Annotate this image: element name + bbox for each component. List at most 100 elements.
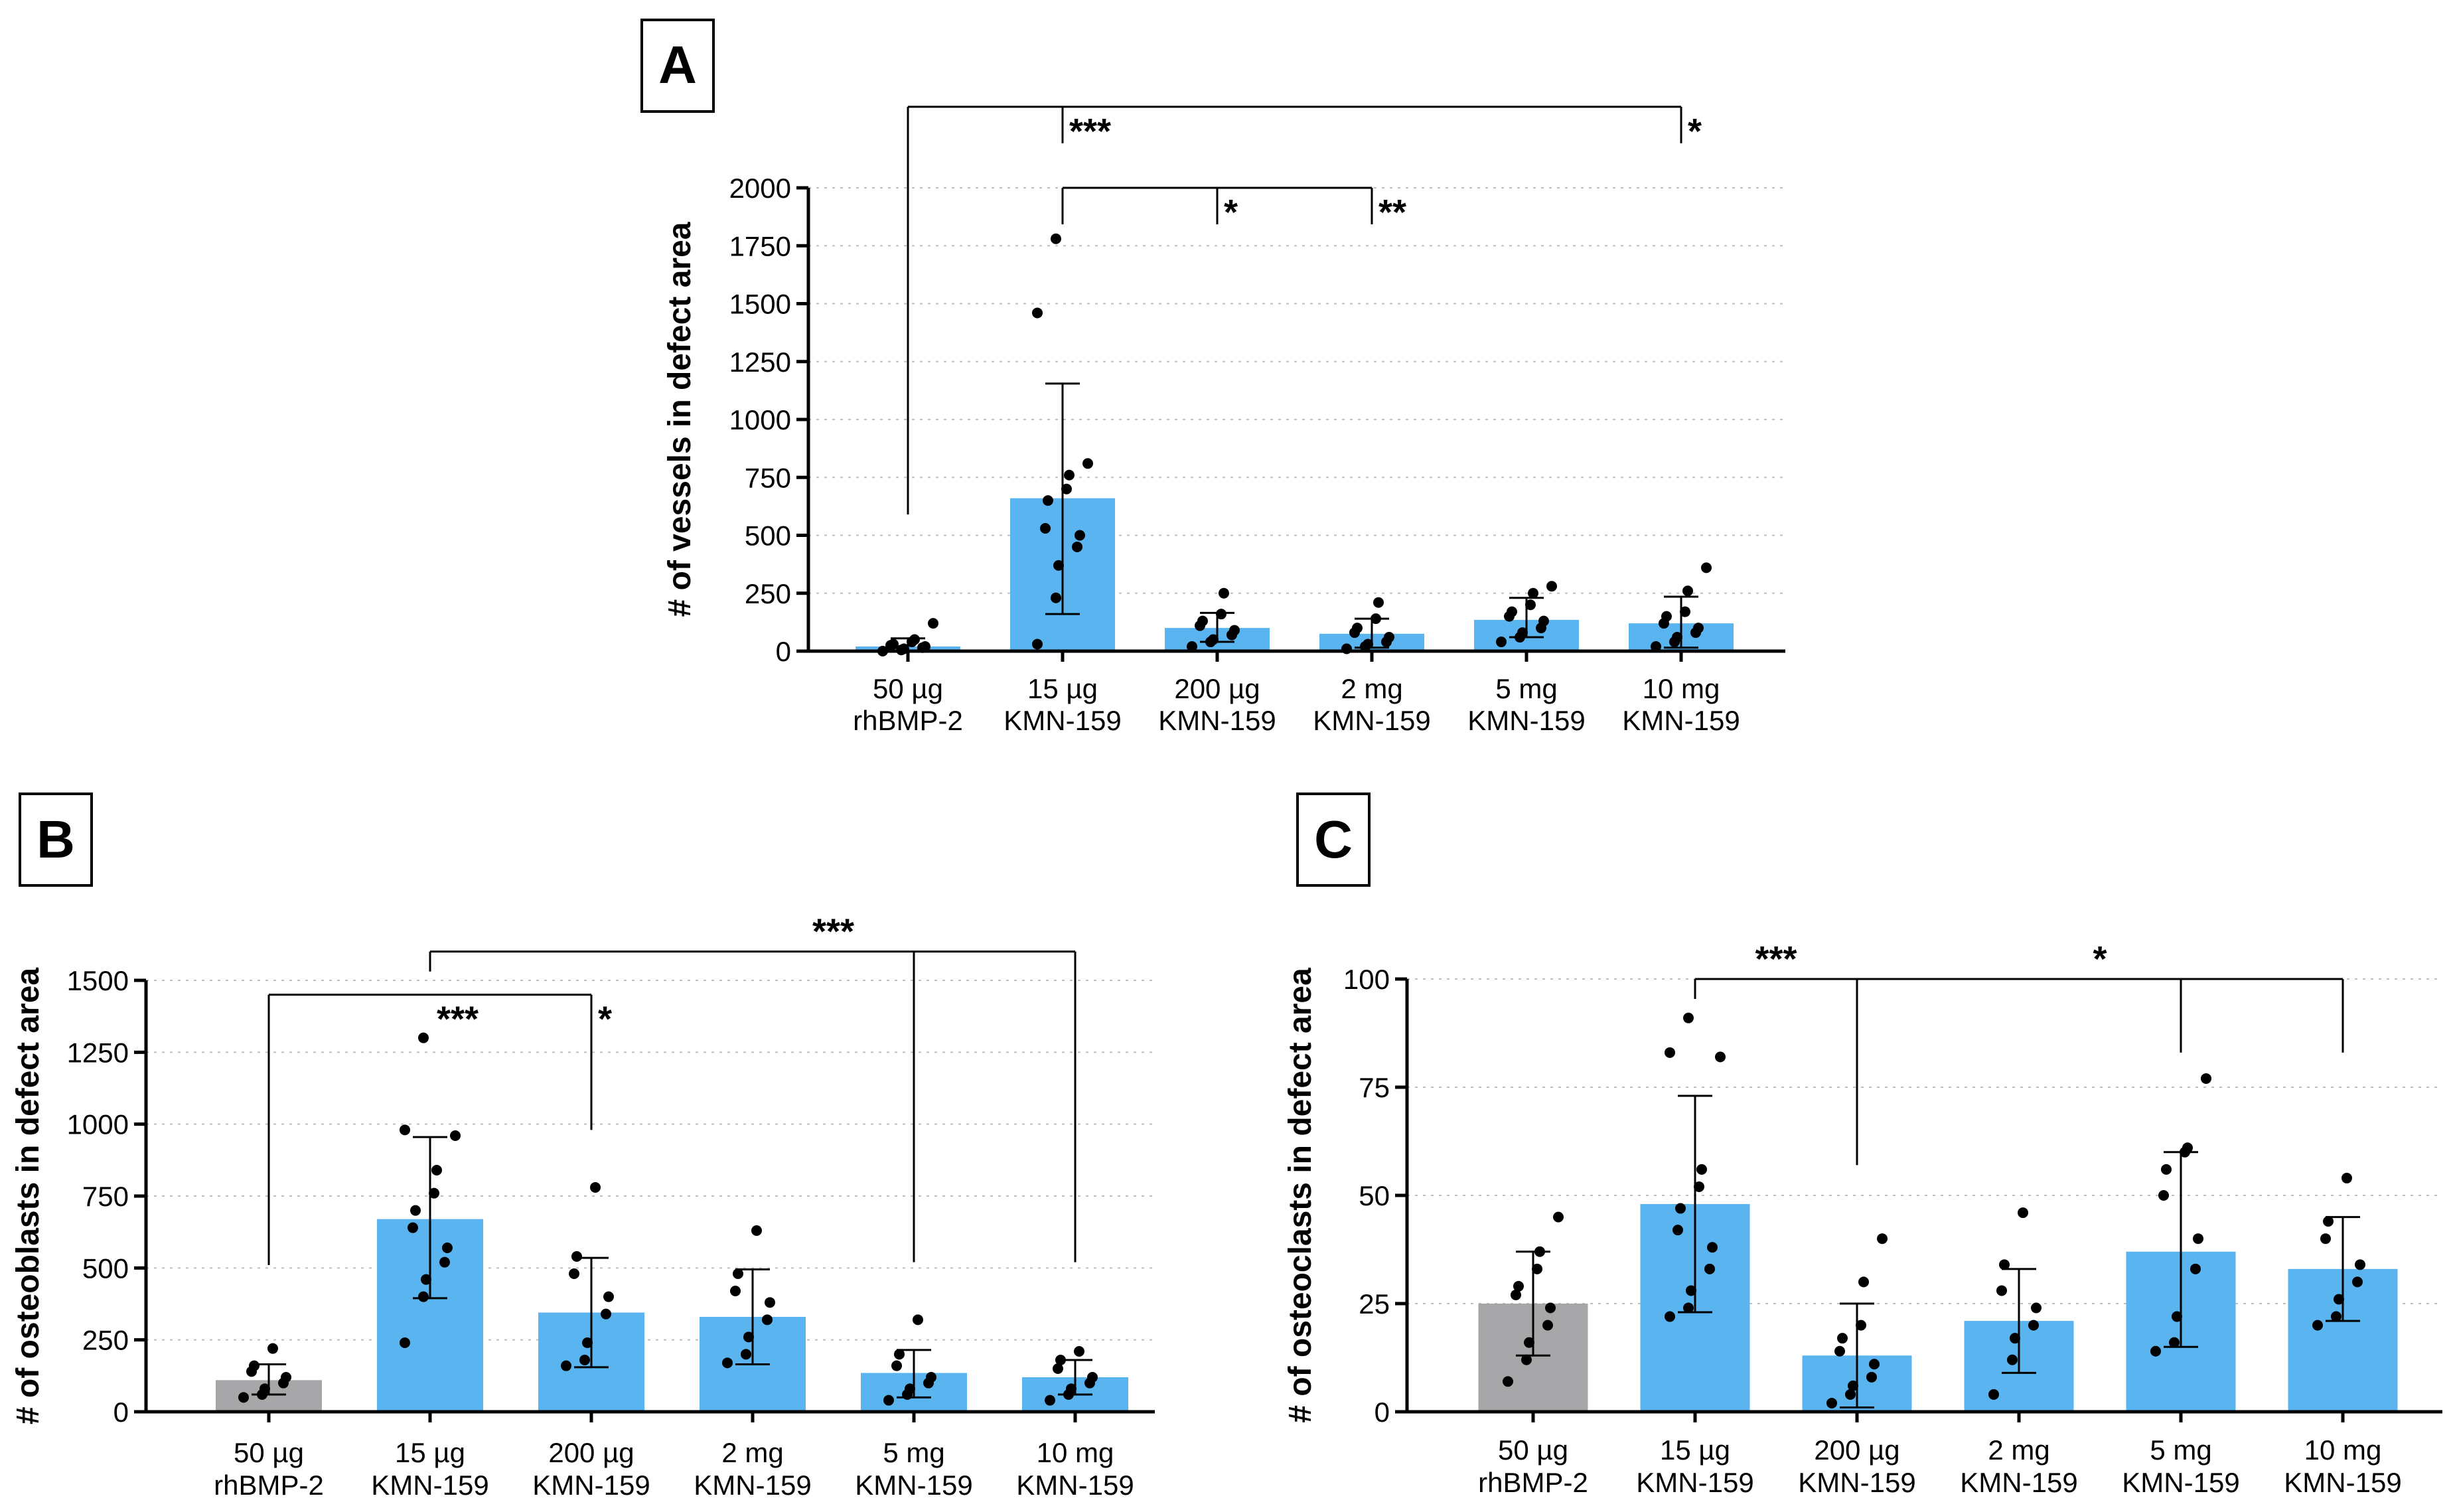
chart-a-data-point (1208, 634, 1219, 645)
chart-a-category-sublabel: KMN-159 (1467, 705, 1585, 736)
chart-c-data-point (1532, 1263, 1542, 1274)
chart-c-data-point (2169, 1337, 2180, 1348)
chart-a-data-point (1053, 560, 1064, 571)
chart-c-data-point (1665, 1311, 1675, 1322)
chart-c-data-point (2010, 1333, 2020, 1344)
chart-c-data-point (2342, 1172, 2352, 1183)
chart-a-data-point (1525, 599, 1536, 611)
chart-a-y-tick-label: 1250 (729, 346, 791, 378)
chart-b: 0 250 500 750 1000 1250 1500 # of osteoblasts i… (11, 912, 1155, 1501)
chart-b-data-point (582, 1337, 593, 1348)
chart-c-y-axis-label: # of osteoclasts in defect area (1283, 968, 1318, 1423)
chart-a: 0 250 500 750 1000 1250 1500 1750 2000 # of vesse… (662, 106, 1785, 736)
chart-b-data-point (1045, 1395, 1055, 1406)
chart-a-category-label: 50 µg (873, 673, 943, 704)
chart-b-data-point (439, 1256, 450, 1268)
chart-b-data-point (603, 1291, 614, 1302)
chart-a-category-sublabel: rhBMP-2 (853, 705, 963, 736)
chart-c-data-point (2158, 1190, 2169, 1201)
chart-b-data-point (561, 1360, 571, 1371)
panel-label-c: C (1296, 793, 1371, 887)
chart-a-category-sublabel: KMN-159 (1158, 705, 1276, 736)
chart-b-data-point (569, 1268, 579, 1279)
chart-a-data-point (928, 618, 938, 629)
chart-c-data-point (1877, 1233, 1888, 1245)
chart-c-data-point (1524, 1337, 1534, 1348)
chart-a-data-point (1517, 627, 1528, 639)
chart-b-data-point (765, 1297, 775, 1308)
chart-c-category-label: 50 µg (1498, 1434, 1568, 1466)
chart-a-data-point (1051, 592, 1061, 603)
chart-c-data-point (1675, 1203, 1686, 1214)
chart-a-y-tick-label: 1000 (729, 404, 791, 435)
chart-b-category-label: 5 mg (883, 1437, 944, 1468)
chart-c-data-point (1826, 1397, 1837, 1408)
chart-b-data-point (1055, 1355, 1066, 1365)
chart-b-category-sublabel: KMN-159 (371, 1470, 488, 1501)
chart-b-data-point (730, 1286, 741, 1296)
chart-b-y-tick-label: 750 (82, 1181, 129, 1212)
chart-c-data-point (1521, 1354, 1532, 1365)
chart-c-sig-label: * (2093, 939, 2107, 979)
chart-c-data-point (1837, 1333, 1848, 1344)
chart-c-sig-label: *** (1755, 939, 1797, 979)
chart-c-data-point (1845, 1389, 1856, 1400)
chart-b-y-tick-label: 1250 (67, 1037, 129, 1068)
chart-a-category-sublabel: KMN-159 (1622, 705, 1740, 736)
chart-c-data-point (2193, 1233, 2203, 1245)
chart-b-data-point (891, 1360, 902, 1371)
chart-b-data-point (410, 1205, 421, 1216)
chart-c-data-point (1834, 1345, 1845, 1357)
chart-a-data-point (1064, 469, 1075, 481)
chart-c-data-point (1704, 1263, 1715, 1274)
chart-c-data-point (1866, 1371, 1877, 1383)
chart-b-data-point (601, 1308, 611, 1320)
chart-b-data-point (883, 1395, 894, 1406)
chart-a-y-tick-label: 500 (745, 520, 791, 552)
chart-b-data-point (400, 1124, 410, 1136)
chart-c-category-label: 200 µg (1814, 1434, 1899, 1466)
chart-a-data-point (1701, 562, 1712, 573)
chart-a-y-tick-label: 1750 (729, 230, 791, 262)
chart-b-category-label: 10 mg (1037, 1437, 1114, 1468)
chart-c-data-point (2007, 1354, 2018, 1365)
chart-a-category-label: 15 µg (1027, 673, 1098, 704)
chart-c-y-tick-label: 75 (1359, 1072, 1390, 1103)
chart-b-data-point (450, 1130, 461, 1141)
chart-c-category-sublabel: rhBMP-2 (1478, 1467, 1588, 1498)
chart-b-category-label: 2 mg (721, 1437, 783, 1468)
chart-b-data-point (571, 1251, 582, 1262)
chart-b-y-tick-label: 1500 (67, 965, 129, 996)
chart-b-data-point (249, 1360, 260, 1371)
chart-a-data-point (1072, 541, 1082, 552)
chart-b-data-point (418, 1032, 429, 1043)
chart-c-data-point (1715, 1051, 1726, 1063)
chart-c-data-point (2331, 1311, 2342, 1322)
chart-c: 0 25 50 75 100 # of osteoclasts in defect are… (1283, 939, 2442, 1498)
chart-c-y-tick-label: 0 (1375, 1397, 1390, 1428)
chart-a-data-point (1043, 495, 1053, 506)
chart-a-data-point (1051, 233, 1061, 244)
chart-a-data-point (1538, 615, 1549, 627)
chart-c-category-label: 2 mg (1988, 1434, 2049, 1466)
chart-b-data-point (579, 1355, 590, 1365)
chart-a-data-point (1219, 587, 1229, 599)
chart-b-data-point (741, 1349, 751, 1360)
chart-c-category-sublabel: KMN-159 (1960, 1467, 2077, 1498)
chart-b-sig-label: *** (812, 912, 854, 952)
panel-label-b: B (19, 793, 93, 887)
chart-b-sig-label: *** (437, 1000, 479, 1039)
chart-a-data-point (1384, 632, 1394, 643)
chart-c-data-point (1696, 1164, 1707, 1175)
chart-a-data-point (1197, 615, 1208, 627)
chart-a-data-point (1672, 632, 1682, 643)
chart-c-data-point (1999, 1259, 2010, 1270)
chart-a-data-point (1496, 637, 1507, 648)
chart-b-category-sublabel: KMN-159 (532, 1470, 650, 1501)
chart-c-data-point (1856, 1320, 1866, 1331)
panel-letter-b: B (37, 810, 75, 869)
chart-b-category-label: 50 µg (234, 1437, 304, 1468)
chart-a-data-point (1507, 606, 1517, 617)
chart-c-data-point (2323, 1216, 2334, 1227)
